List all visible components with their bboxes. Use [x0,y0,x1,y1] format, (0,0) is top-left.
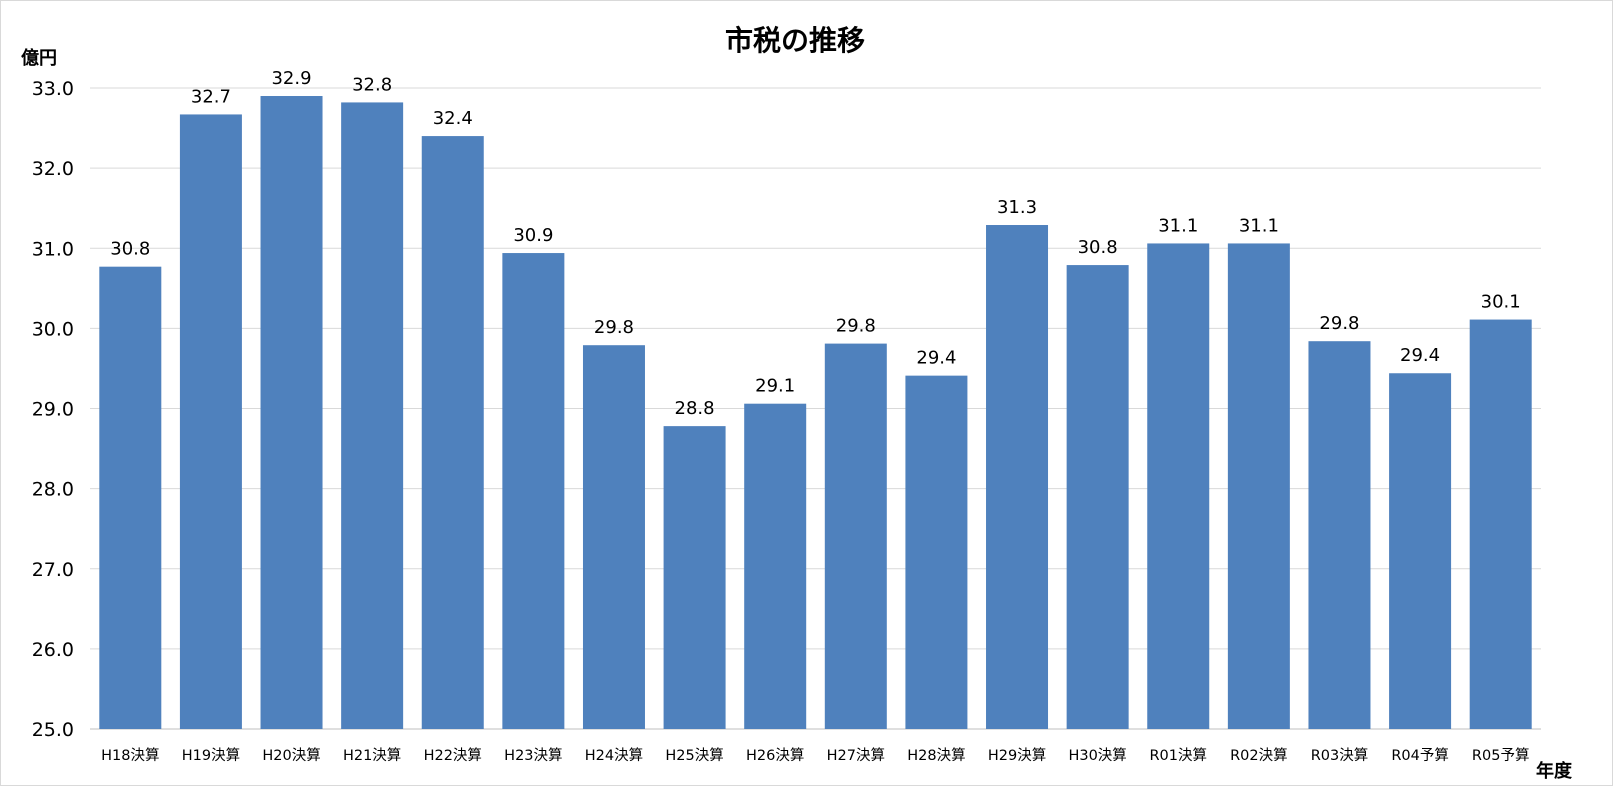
bar [421,136,484,729]
y-tick-label: 31.0 [32,238,74,260]
y-tick-label: 29.0 [32,399,74,421]
bar [905,375,968,729]
data-label: 32.9 [271,68,311,89]
bar [986,225,1049,730]
gridlines [90,87,1541,730]
data-label: 29.8 [594,317,634,338]
y-tick-label: 26.0 [32,639,74,661]
y-tick-label: 27.0 [32,559,74,581]
y-axis-ticks: 25.0 26.0 27.0 28.0 29.0 30.0 31.0 32.0 33.0 [32,78,74,741]
x-tick-label: R03決算 [1311,747,1369,764]
data-label: 32.8 [352,74,392,95]
y-tick-label: 25.0 [32,719,74,741]
x-tick-label: R04予算 [1391,747,1449,764]
bar [99,266,162,729]
x-tick-label: H23決算 [504,747,562,764]
bar [260,96,323,729]
data-label: 30.9 [513,225,553,246]
x-axis-unit-label: 年度 [1536,760,1573,782]
data-label: 31.1 [1239,215,1279,236]
data-label: 30.1 [1481,292,1521,313]
chart-title: 市税の推移 [725,24,865,57]
bar [502,253,565,729]
y-tick-label: 32.0 [32,158,74,180]
y-tick-label: 33.0 [32,78,74,100]
bar [582,345,645,729]
data-label: 29.8 [1319,313,1359,334]
data-label: 30.8 [1078,237,1118,258]
bar [1308,341,1371,729]
y-tick-label: 30.0 [32,318,74,340]
bar [341,102,404,730]
y-axis-unit-label: 億円 [21,47,57,69]
bar [1389,373,1452,729]
bar [1147,243,1210,729]
x-tick-label: R01決算 [1149,747,1207,764]
x-tick-label: H21決算 [343,747,401,764]
x-tick-label: H30決算 [1068,747,1126,764]
bar [663,426,726,729]
data-label: 31.1 [1158,215,1198,236]
x-tick-label: H22決算 [424,747,482,764]
data-label: 28.8 [675,398,715,419]
x-tick-label: H27決算 [827,747,885,764]
x-tick-label: H18決算 [101,747,159,764]
data-label: 29.8 [836,316,876,337]
data-label: 29.4 [1400,345,1440,366]
x-tick-label: H20決算 [262,747,320,764]
value-labels: 30.8 32.7 32.9 32.8 32.4 30.9 29.8 28.8 29.1 29.8… [110,68,1520,419]
data-label: 29.1 [755,376,795,397]
data-label: 30.8 [110,239,150,260]
x-tick-label: R02決算 [1230,747,1288,764]
bars [99,96,1532,730]
bar [1469,319,1532,729]
bar [1227,243,1290,729]
bar [824,343,887,729]
x-tick-label: H24決算 [585,747,643,764]
data-label: 32.7 [191,86,231,107]
bar [744,403,807,729]
x-tick-label: H19決算 [182,747,240,764]
bar [1066,265,1129,729]
x-axis-ticks: H18決算 H19決算 H20決算 H21決算 H22決算 H23決算 H24決算 H25決算… [101,747,1529,764]
data-label: 29.4 [916,348,956,369]
x-tick-label: H25決算 [665,747,723,764]
x-tick-label: R05予算 [1472,747,1530,764]
bar [179,114,242,729]
x-tick-label: H26決算 [746,747,804,764]
x-tick-label: H29決算 [988,747,1046,764]
x-tick-label: H28決算 [907,747,965,764]
y-tick-label: 28.0 [32,479,74,501]
data-label: 32.4 [433,108,473,129]
data-label: 31.3 [997,197,1037,218]
